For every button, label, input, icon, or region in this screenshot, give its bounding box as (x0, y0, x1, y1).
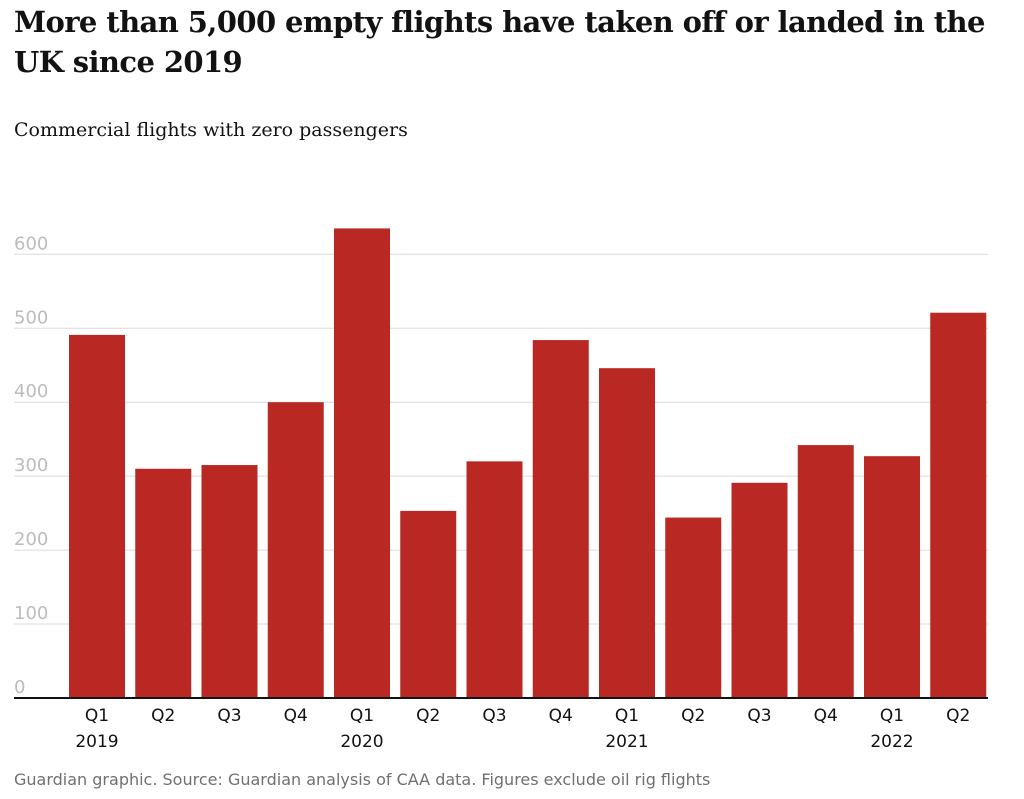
x-tick-label: Q3 (217, 706, 241, 726)
y-tick-label: 600 (14, 233, 48, 254)
bar-q2-9 (665, 517, 722, 698)
y-tick-label: 400 (14, 381, 48, 402)
year-label: 2020 (340, 732, 383, 752)
bar-q2-5 (400, 510, 457, 698)
bar-q3-10 (731, 482, 788, 698)
bar-q2-1 (135, 468, 192, 698)
x-tick-label: Q1 (85, 706, 109, 726)
bar-q1-4 (334, 228, 390, 698)
bar-chart: 0 100 200 300 400 500 600 Q1 Q2 Q3 Q4 Q1 Q2 Q3 Q4 Q1 Q2… (14, 228, 988, 752)
year-label: 2019 (75, 732, 118, 752)
bar-q1-8 (599, 368, 655, 698)
year-label: 2021 (605, 732, 648, 752)
bar-q3-6 (466, 461, 523, 698)
bar-q1-12 (864, 456, 920, 698)
y-tick-label: 200 (14, 529, 48, 550)
chart-title: More than 5,000 empty flights have taken… (14, 5, 985, 79)
bars (69, 228, 987, 698)
bar-q4-7 (532, 340, 589, 698)
x-tick-label: Q3 (482, 706, 506, 726)
x-tick-label: Q2 (681, 706, 705, 726)
x-tick-label: Q2 (151, 706, 175, 726)
bar-q4-3 (267, 402, 324, 698)
bar-q2-13 (930, 312, 987, 698)
x-tick-labels: Q1 Q2 Q3 Q4 Q1 Q2 Q3 Q4 Q1 Q2 Q3 Q4 Q1 Q2 2019 2020 2021… (75, 706, 970, 752)
year-label: 2022 (870, 732, 913, 752)
x-tick-label: Q2 (416, 706, 440, 726)
x-tick-label: Q4 (549, 706, 573, 726)
x-tick-label: Q1 (615, 706, 639, 726)
bar-q3-2 (201, 465, 258, 698)
y-tick-label: 0 (14, 677, 25, 698)
x-tick-label: Q3 (747, 706, 771, 726)
source-note: Guardian graphic. Source: Guardian analy… (14, 770, 711, 789)
x-tick-label: Q1 (880, 706, 904, 726)
x-tick-label: Q4 (284, 706, 308, 726)
y-tick-label: 300 (14, 455, 48, 476)
y-tick-label: 100 (14, 603, 48, 624)
y-tick-labels: 0 100 200 300 400 500 600 (14, 233, 48, 698)
x-tick-label: Q2 (946, 706, 970, 726)
bar-q1-0 (69, 334, 125, 698)
chart-subtitle: Commercial flights with zero passengers (14, 119, 408, 141)
x-tick-label: Q1 (350, 706, 374, 726)
x-tick-label: Q4 (814, 706, 838, 726)
bar-q4-11 (797, 445, 854, 698)
y-tick-label: 500 (14, 307, 48, 328)
